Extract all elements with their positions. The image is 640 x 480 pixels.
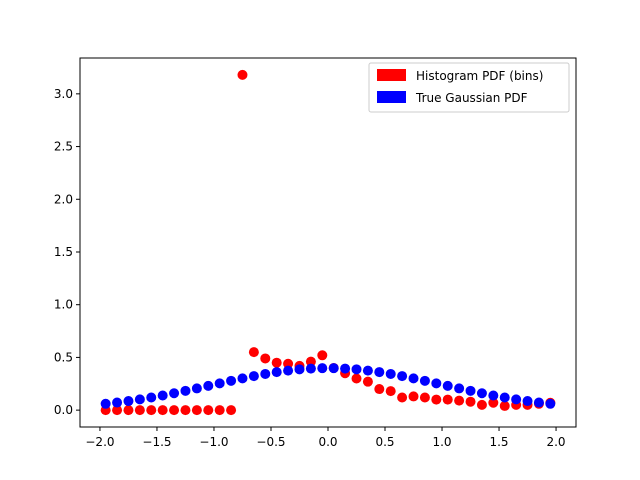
data-point-histogram	[465, 396, 476, 407]
data-point-gaussian	[237, 373, 248, 384]
data-point-gaussian	[408, 373, 419, 384]
x-tick-label: 1.0	[432, 435, 451, 449]
x-axis: −2.0 −1.5 −1.0 −0.5 0.0 0.5 1.0 1.5 2.0	[85, 427, 566, 449]
x-tick-label: 0.0	[318, 435, 337, 449]
data-point-gaussian	[294, 364, 305, 375]
data-point-gaussian	[112, 397, 123, 408]
data-point-gaussian	[545, 398, 556, 409]
y-tick-label: 1.0	[54, 298, 73, 312]
data-point-histogram	[374, 384, 385, 395]
data-point-gaussian	[283, 365, 294, 376]
data-point-gaussian	[511, 394, 522, 405]
x-tick-label: −0.5	[256, 435, 285, 449]
data-point-histogram	[408, 391, 419, 402]
data-point-gaussian	[134, 394, 145, 405]
y-tick-label: 2.5	[54, 140, 73, 154]
x-tick-label: −2.0	[85, 435, 114, 449]
data-point-histogram	[169, 405, 180, 416]
x-tick-label: 2.0	[546, 435, 565, 449]
data-point-histogram	[385, 386, 396, 397]
data-point-histogram	[499, 400, 510, 411]
data-point-gaussian	[374, 367, 385, 378]
data-point-histogram	[180, 405, 191, 416]
legend: Histogram PDF (bins) True Gaussian PDF	[368, 62, 570, 113]
legend-label-histogram: Histogram PDF (bins)	[416, 69, 543, 83]
data-point-gaussian	[214, 378, 225, 389]
data-point-histogram	[191, 405, 202, 416]
data-point-histogram	[237, 69, 248, 80]
data-point-gaussian	[248, 371, 259, 382]
y-tick-label: 2.0	[54, 192, 73, 206]
data-point-gaussian	[340, 363, 351, 374]
data-point-gaussian	[305, 363, 316, 374]
data-point-histogram	[214, 405, 225, 416]
data-point-gaussian	[533, 397, 544, 408]
data-point-histogram	[454, 395, 465, 406]
data-point-gaussian	[180, 385, 191, 396]
data-point-gaussian	[226, 375, 237, 386]
data-point-histogram	[362, 376, 373, 387]
data-point-gaussian	[317, 363, 328, 374]
data-point-histogram	[157, 405, 168, 416]
data-point-histogram	[203, 405, 214, 416]
legend-label-gaussian: True Gaussian PDF	[415, 91, 528, 105]
data-point-histogram	[283, 358, 294, 369]
data-point-gaussian	[157, 390, 168, 401]
x-tick-label: 1.5	[489, 435, 508, 449]
data-point-gaussian	[146, 392, 157, 403]
legend-box	[368, 62, 570, 113]
data-point-gaussian	[454, 383, 465, 394]
data-point-gaussian	[328, 363, 339, 374]
data-point-gaussian	[260, 368, 271, 379]
data-point-gaussian	[123, 396, 134, 407]
data-point-histogram	[488, 397, 499, 408]
data-point-gaussian	[191, 383, 202, 394]
data-point-gaussian	[465, 385, 476, 396]
data-point-gaussian	[385, 368, 396, 379]
data-point-gaussian	[488, 390, 499, 401]
data-point-gaussian	[203, 380, 214, 391]
x-tick-label: −1.5	[142, 435, 171, 449]
data-point-gaussian	[397, 371, 408, 382]
data-point-gaussian	[476, 388, 487, 399]
y-tick-label: 0.5	[54, 350, 73, 364]
plot-area	[79, 57, 577, 428]
data-point-histogram	[146, 405, 157, 416]
data-point-histogram	[134, 405, 145, 416]
data-point-gaussian	[100, 398, 111, 409]
data-point-histogram	[260, 353, 271, 364]
data-point-histogram	[431, 394, 442, 405]
data-point-histogram	[112, 405, 123, 416]
y-axis: 0.0 0.5 1.0 1.5 2.0 2.5 3.0	[54, 87, 80, 417]
data-point-gaussian	[271, 367, 282, 378]
data-point-histogram	[317, 350, 328, 361]
data-point-histogram	[123, 405, 134, 416]
data-point-histogram	[442, 394, 453, 405]
x-tick-label: −1.0	[199, 435, 228, 449]
data-point-gaussian	[351, 364, 362, 375]
data-point-gaussian	[362, 365, 373, 376]
data-point-histogram	[476, 399, 487, 410]
data-point-histogram	[351, 373, 362, 384]
data-point-gaussian	[419, 375, 430, 386]
data-point-histogram	[397, 392, 408, 403]
legend-swatch-histogram	[377, 69, 406, 81]
x-tick-label: 0.5	[375, 435, 394, 449]
data-point-gaussian	[169, 388, 180, 399]
data-point-gaussian	[522, 396, 533, 407]
legend-swatch-gaussian	[377, 91, 406, 103]
data-point-histogram	[226, 405, 237, 416]
data-point-gaussian	[499, 392, 510, 403]
y-tick-label: 0.0	[54, 403, 73, 417]
data-points	[100, 69, 556, 416]
data-point-histogram	[271, 357, 282, 368]
y-tick-label: 1.5	[54, 245, 73, 259]
data-point-gaussian	[431, 378, 442, 389]
data-point-histogram	[248, 347, 259, 358]
y-tick-label: 3.0	[54, 87, 73, 101]
data-point-gaussian	[442, 380, 453, 391]
data-point-histogram	[305, 356, 316, 367]
data-point-histogram	[419, 392, 430, 403]
